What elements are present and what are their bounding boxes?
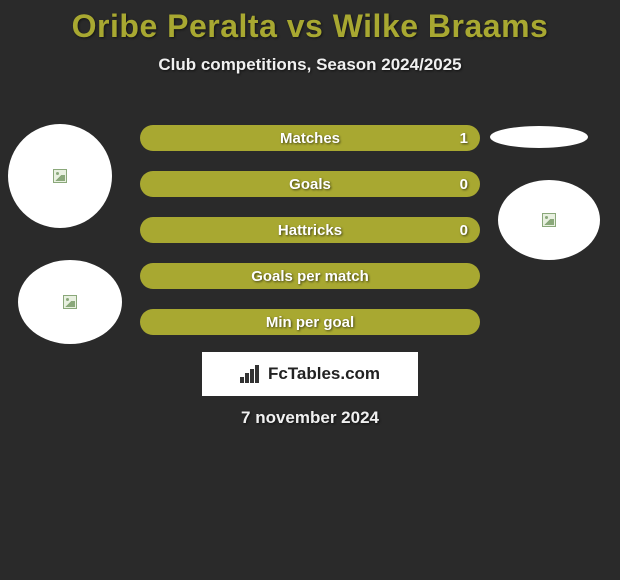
page-title: Oribe Peralta vs Wilke Braams — [0, 0, 620, 45]
stat-bar-label: Goals — [140, 176, 480, 193]
avatar-right-circle — [498, 180, 600, 260]
placeholder-image-icon — [542, 213, 556, 227]
stat-bar-value: 0 — [460, 222, 468, 239]
stat-bar-label: Hattricks — [140, 222, 480, 239]
brand-chart-icon — [240, 365, 262, 383]
subtitle: Club competitions, Season 2024/2025 — [0, 55, 620, 75]
stat-bar-matches: Matches1 — [140, 125, 480, 151]
stat-bar-label: Matches — [140, 130, 480, 147]
brand-text: FcTables.com — [268, 364, 380, 384]
stat-bar-label: Goals per match — [140, 268, 480, 285]
avatar-left-bottom — [18, 260, 122, 344]
placeholder-image-icon — [63, 295, 77, 309]
stat-bar-goals-per-match: Goals per match — [140, 263, 480, 289]
avatar-left-top — [8, 124, 112, 228]
stat-bar-min-per-goal: Min per goal — [140, 309, 480, 335]
stat-bar-goals: Goals0 — [140, 171, 480, 197]
avatar-right-ellipse — [490, 126, 588, 148]
stat-bar-value: 0 — [460, 176, 468, 193]
date-text: 7 november 2024 — [0, 408, 620, 428]
brand-badge: FcTables.com — [202, 352, 418, 396]
stats-bars: Matches1Goals0Hattricks0Goals per matchM… — [140, 125, 480, 355]
placeholder-image-icon — [53, 169, 67, 183]
stat-bar-value: 1 — [460, 130, 468, 147]
stat-bar-hattricks: Hattricks0 — [140, 217, 480, 243]
stat-bar-label: Min per goal — [140, 314, 480, 331]
